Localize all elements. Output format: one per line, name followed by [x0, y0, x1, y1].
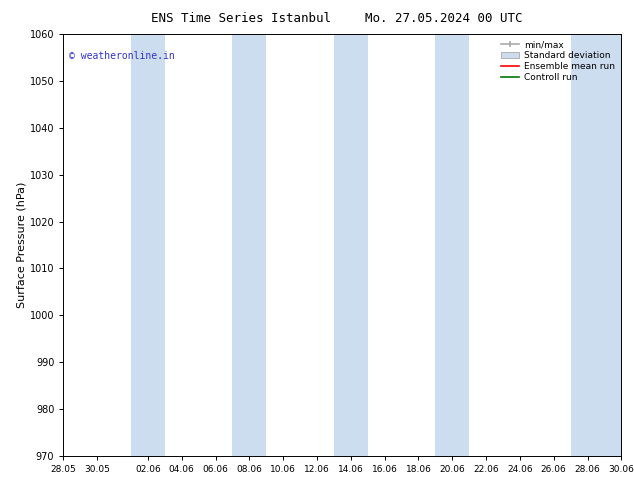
- Legend: min/max, Standard deviation, Ensemble mean run, Controll run: min/max, Standard deviation, Ensemble me…: [500, 39, 617, 84]
- Bar: [571, 34, 621, 456]
- Bar: [334, 34, 368, 456]
- Y-axis label: Surface Pressure (hPa): Surface Pressure (hPa): [17, 182, 27, 308]
- Text: ENS Time Series Istanbul: ENS Time Series Istanbul: [151, 12, 331, 25]
- Bar: [233, 34, 266, 456]
- Bar: [131, 34, 165, 456]
- Text: © weatheronline.in: © weatheronline.in: [69, 51, 175, 61]
- Text: Mo. 27.05.2024 00 UTC: Mo. 27.05.2024 00 UTC: [365, 12, 522, 25]
- Bar: [436, 34, 469, 456]
